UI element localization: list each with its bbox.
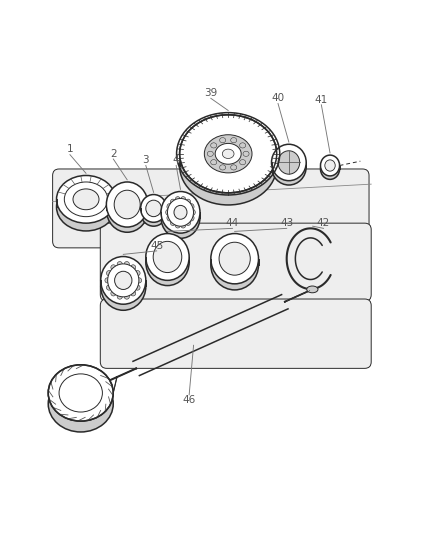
Ellipse shape — [277, 151, 299, 174]
Ellipse shape — [324, 160, 335, 171]
Ellipse shape — [117, 294, 122, 299]
Ellipse shape — [73, 189, 99, 209]
Ellipse shape — [130, 291, 135, 296]
Ellipse shape — [140, 198, 166, 226]
Ellipse shape — [110, 265, 116, 270]
Ellipse shape — [130, 265, 135, 270]
Text: 46: 46 — [182, 395, 195, 405]
Ellipse shape — [105, 278, 110, 283]
Ellipse shape — [210, 240, 258, 290]
Ellipse shape — [170, 220, 175, 225]
Ellipse shape — [110, 291, 116, 296]
Ellipse shape — [145, 200, 161, 216]
Ellipse shape — [175, 197, 180, 203]
Text: 43: 43 — [279, 218, 293, 228]
Ellipse shape — [107, 264, 138, 297]
Ellipse shape — [117, 262, 122, 266]
FancyBboxPatch shape — [53, 169, 368, 248]
Text: 1: 1 — [67, 144, 73, 155]
Ellipse shape — [166, 204, 172, 209]
Ellipse shape — [219, 165, 225, 170]
Ellipse shape — [188, 204, 194, 209]
Ellipse shape — [188, 215, 194, 221]
Ellipse shape — [114, 190, 140, 219]
Ellipse shape — [175, 222, 180, 228]
Ellipse shape — [106, 187, 148, 232]
Ellipse shape — [230, 165, 236, 170]
Ellipse shape — [166, 215, 172, 221]
Ellipse shape — [145, 233, 189, 280]
Ellipse shape — [222, 149, 233, 158]
Ellipse shape — [64, 182, 107, 216]
Ellipse shape — [48, 365, 113, 421]
Polygon shape — [57, 171, 366, 240]
Ellipse shape — [145, 239, 189, 286]
Ellipse shape — [114, 271, 132, 289]
Ellipse shape — [100, 263, 145, 310]
Ellipse shape — [306, 286, 317, 293]
Ellipse shape — [161, 197, 200, 238]
Ellipse shape — [185, 199, 190, 205]
Text: 39: 39 — [204, 88, 217, 98]
Ellipse shape — [161, 191, 200, 233]
Ellipse shape — [48, 376, 113, 432]
Ellipse shape — [106, 271, 111, 276]
Ellipse shape — [210, 159, 216, 165]
Ellipse shape — [106, 182, 148, 227]
Ellipse shape — [210, 233, 258, 284]
Ellipse shape — [271, 149, 305, 185]
Ellipse shape — [134, 271, 140, 276]
Ellipse shape — [124, 262, 129, 266]
Text: 41: 41 — [314, 95, 327, 104]
Ellipse shape — [140, 195, 166, 222]
Ellipse shape — [239, 143, 245, 148]
Ellipse shape — [165, 209, 170, 215]
Ellipse shape — [239, 159, 245, 165]
Ellipse shape — [219, 138, 225, 143]
Text: 2: 2 — [110, 149, 117, 159]
Ellipse shape — [134, 285, 140, 290]
Ellipse shape — [153, 241, 181, 272]
Ellipse shape — [320, 155, 339, 176]
Text: 44: 44 — [226, 218, 239, 228]
Text: 3: 3 — [142, 155, 149, 165]
FancyBboxPatch shape — [100, 299, 371, 368]
Ellipse shape — [243, 151, 248, 156]
Ellipse shape — [320, 159, 339, 180]
Ellipse shape — [215, 143, 240, 164]
Ellipse shape — [207, 151, 213, 156]
Ellipse shape — [179, 127, 276, 205]
Ellipse shape — [57, 175, 115, 223]
FancyBboxPatch shape — [100, 223, 371, 301]
Ellipse shape — [210, 143, 216, 148]
Ellipse shape — [204, 135, 251, 173]
Ellipse shape — [100, 256, 145, 304]
Ellipse shape — [180, 197, 185, 203]
Ellipse shape — [173, 205, 187, 219]
Ellipse shape — [167, 198, 193, 226]
Ellipse shape — [136, 278, 141, 283]
Ellipse shape — [185, 220, 190, 225]
Ellipse shape — [180, 222, 185, 228]
Ellipse shape — [106, 285, 111, 290]
Ellipse shape — [230, 138, 236, 143]
Ellipse shape — [124, 294, 129, 299]
Ellipse shape — [271, 144, 305, 181]
Text: 45: 45 — [150, 241, 163, 251]
Text: 40: 40 — [271, 93, 284, 103]
Text: 4: 4 — [173, 155, 179, 165]
Ellipse shape — [170, 199, 175, 205]
Ellipse shape — [57, 183, 115, 231]
Ellipse shape — [179, 115, 276, 193]
Ellipse shape — [219, 242, 250, 275]
Ellipse shape — [190, 209, 195, 215]
Text: 42: 42 — [316, 218, 329, 228]
